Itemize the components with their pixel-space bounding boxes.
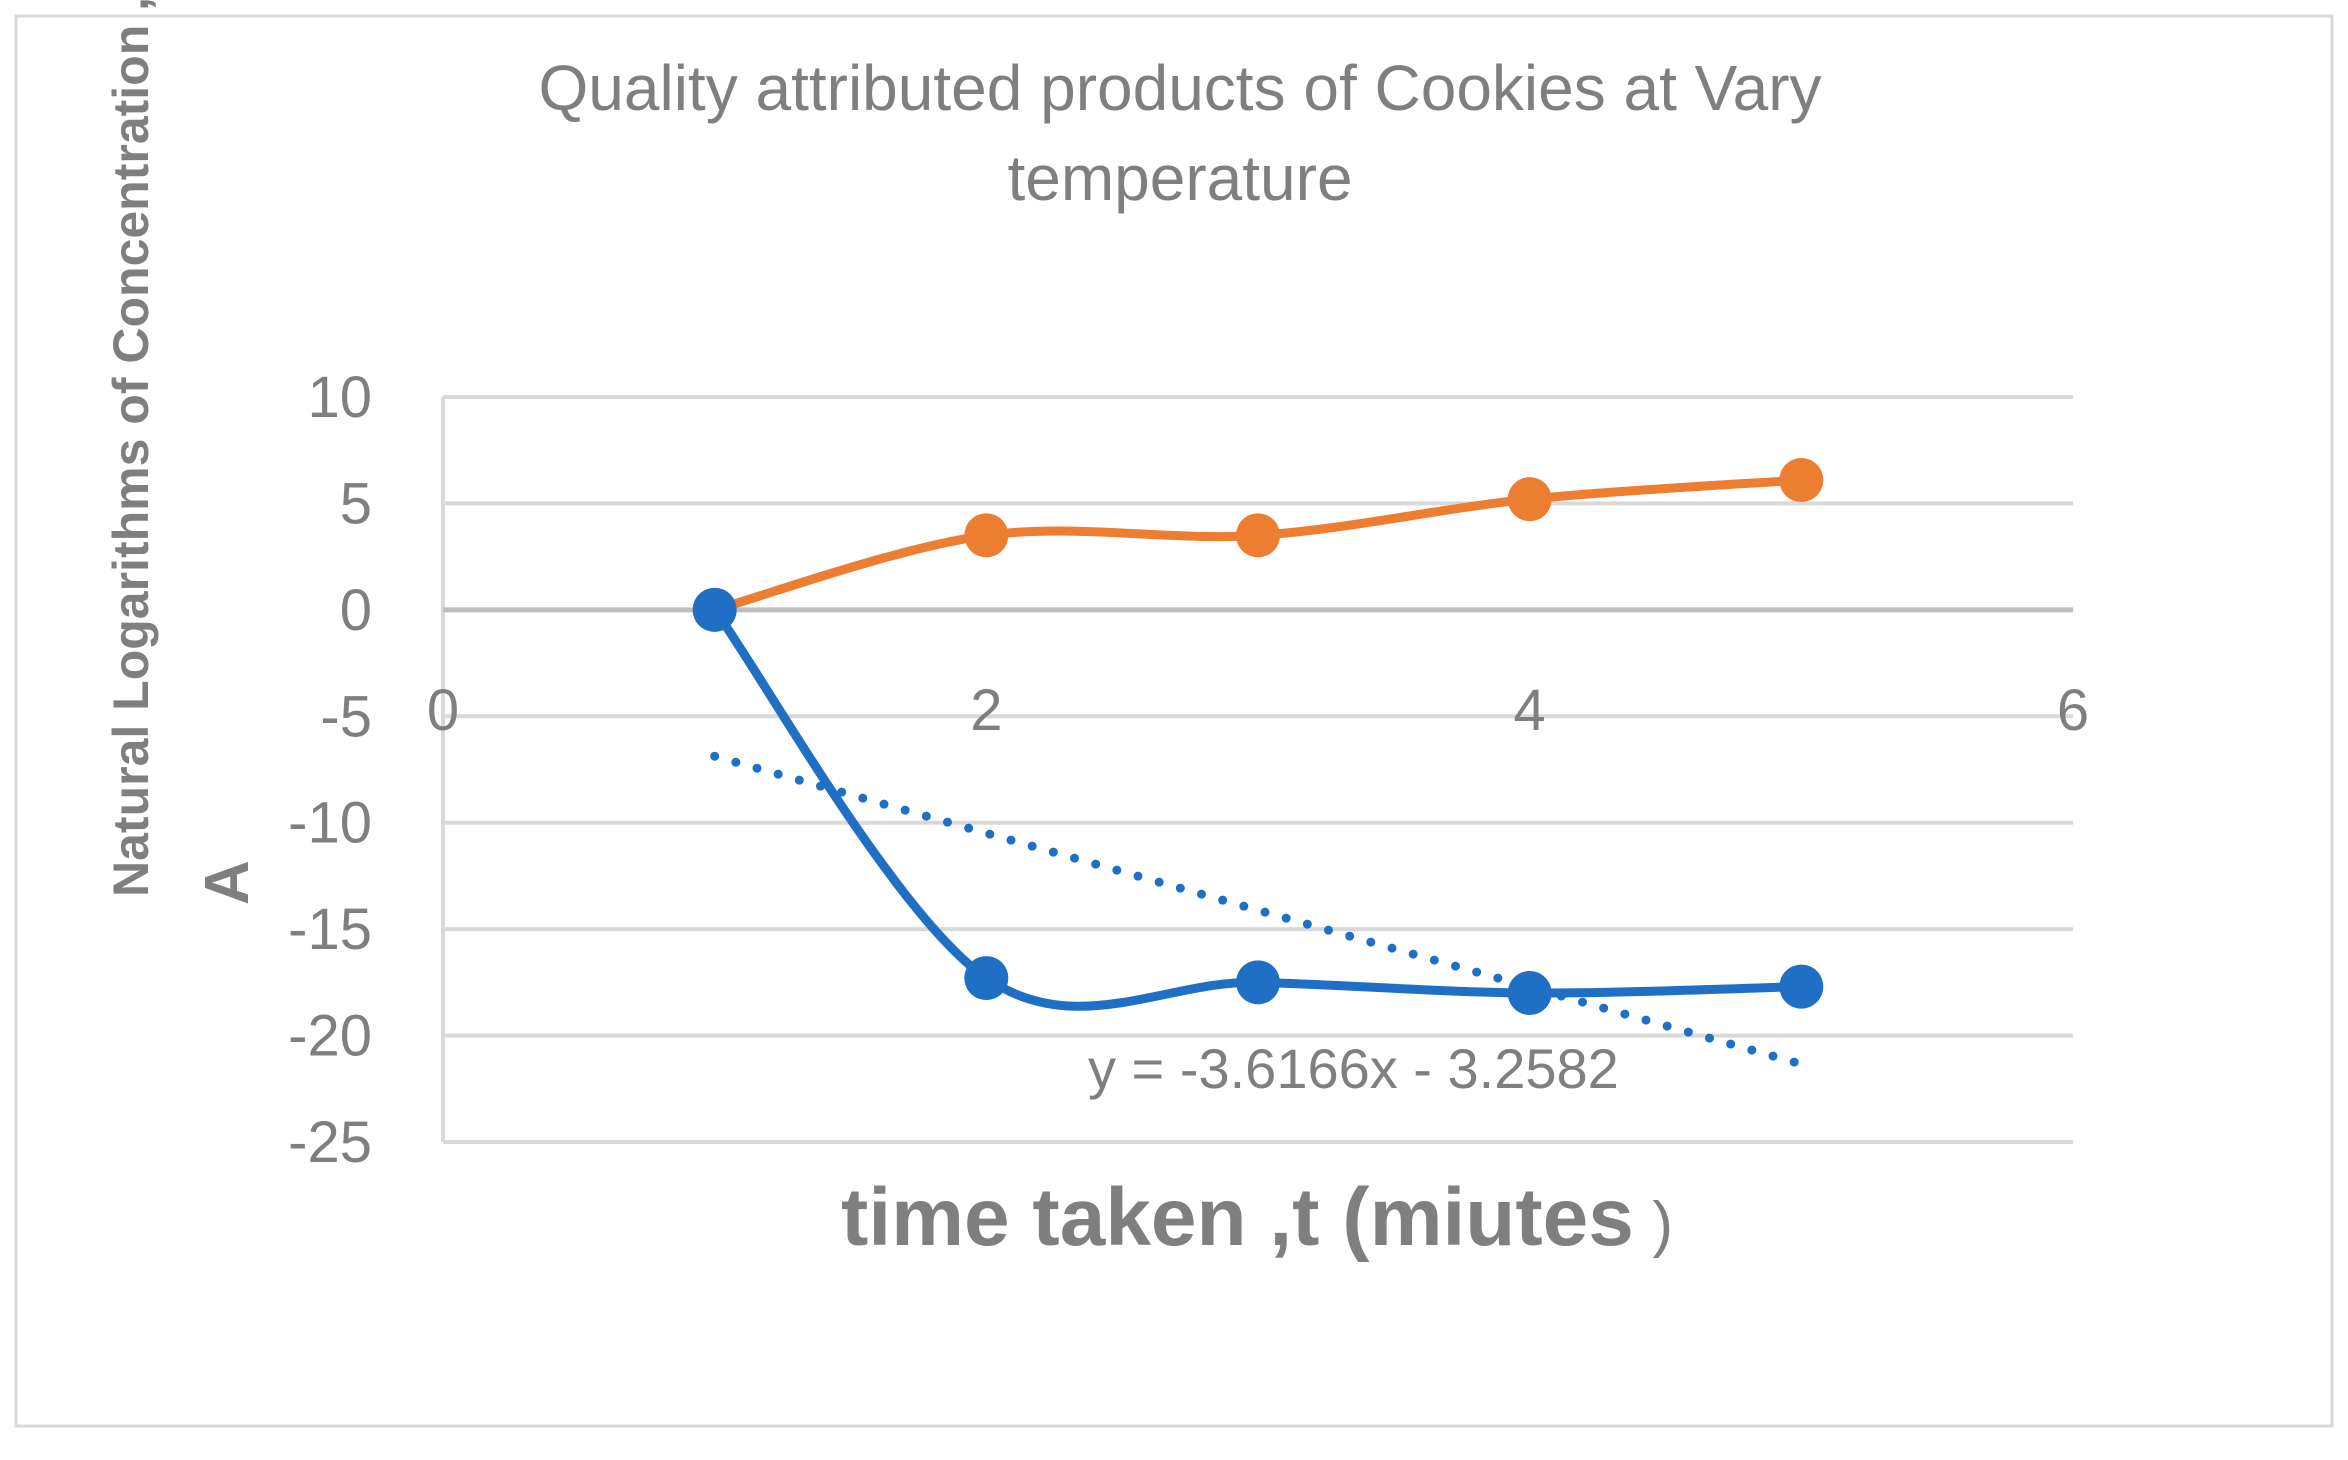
series-line-2 [710,605,1806,1011]
x-axis-title-suffix: ) [1652,1190,1673,1259]
trendline-equation: y = -3.6166x - 3.2582 [1088,1037,1619,1100]
x-tick-label: 4 [1514,678,1546,743]
chart-title-line-1: Quality attributed products of Cookies a… [539,52,1822,124]
x-tick-label: 6 [2057,678,2089,743]
y-tick-label: 10 [307,365,372,430]
data-point-series-2-2 [964,956,1009,1001]
y-tick-label: -10 [288,791,372,856]
y-tick-label: 5 [340,471,372,536]
x-tick-label: 0 [427,678,459,743]
gridlines [443,395,2073,1144]
x-tick-label: 2 [970,678,1002,743]
data-point-series-2-3 [1236,960,1280,1005]
data-point-series-2-4 [1507,971,1552,1015]
data-point-series-1-2 [964,513,1009,558]
data-point-series-2-1 [692,587,737,632]
data-point-series-1-4 [1507,477,1552,522]
y-tick-label: -25 [288,1110,372,1175]
y-axis-title-2: A [193,860,262,905]
x-axis-title: time taken ,t (miutes ) [841,1172,1673,1263]
y-tick-label: 0 [340,578,372,643]
y-tick-label: -15 [288,897,372,962]
chart-title-line-2: temperature [1007,142,1352,214]
data-point-series-2-5 [1779,964,1824,1009]
y-axis-title: Natural Logarithms of Concentration , [103,0,159,897]
x-axis-title-main: time taken ,t (miutes [841,1172,1634,1263]
y-axis-title-line-2: A [193,860,262,905]
y-axis-title-line-1: Natural Logarithms of Concentration , [103,0,159,897]
data-markers [692,458,1824,1015]
data-point-series-1-3 [1236,513,1280,558]
y-tick-label: -20 [288,1004,372,1069]
tick-labels: 10 5 0 -5 -10 -15 -20 -25 0 2 4 6 [288,365,2089,1175]
data-point-series-1-5 [1779,458,1824,503]
chart-border [14,14,2334,1428]
y-tick-label: -5 [320,684,372,749]
